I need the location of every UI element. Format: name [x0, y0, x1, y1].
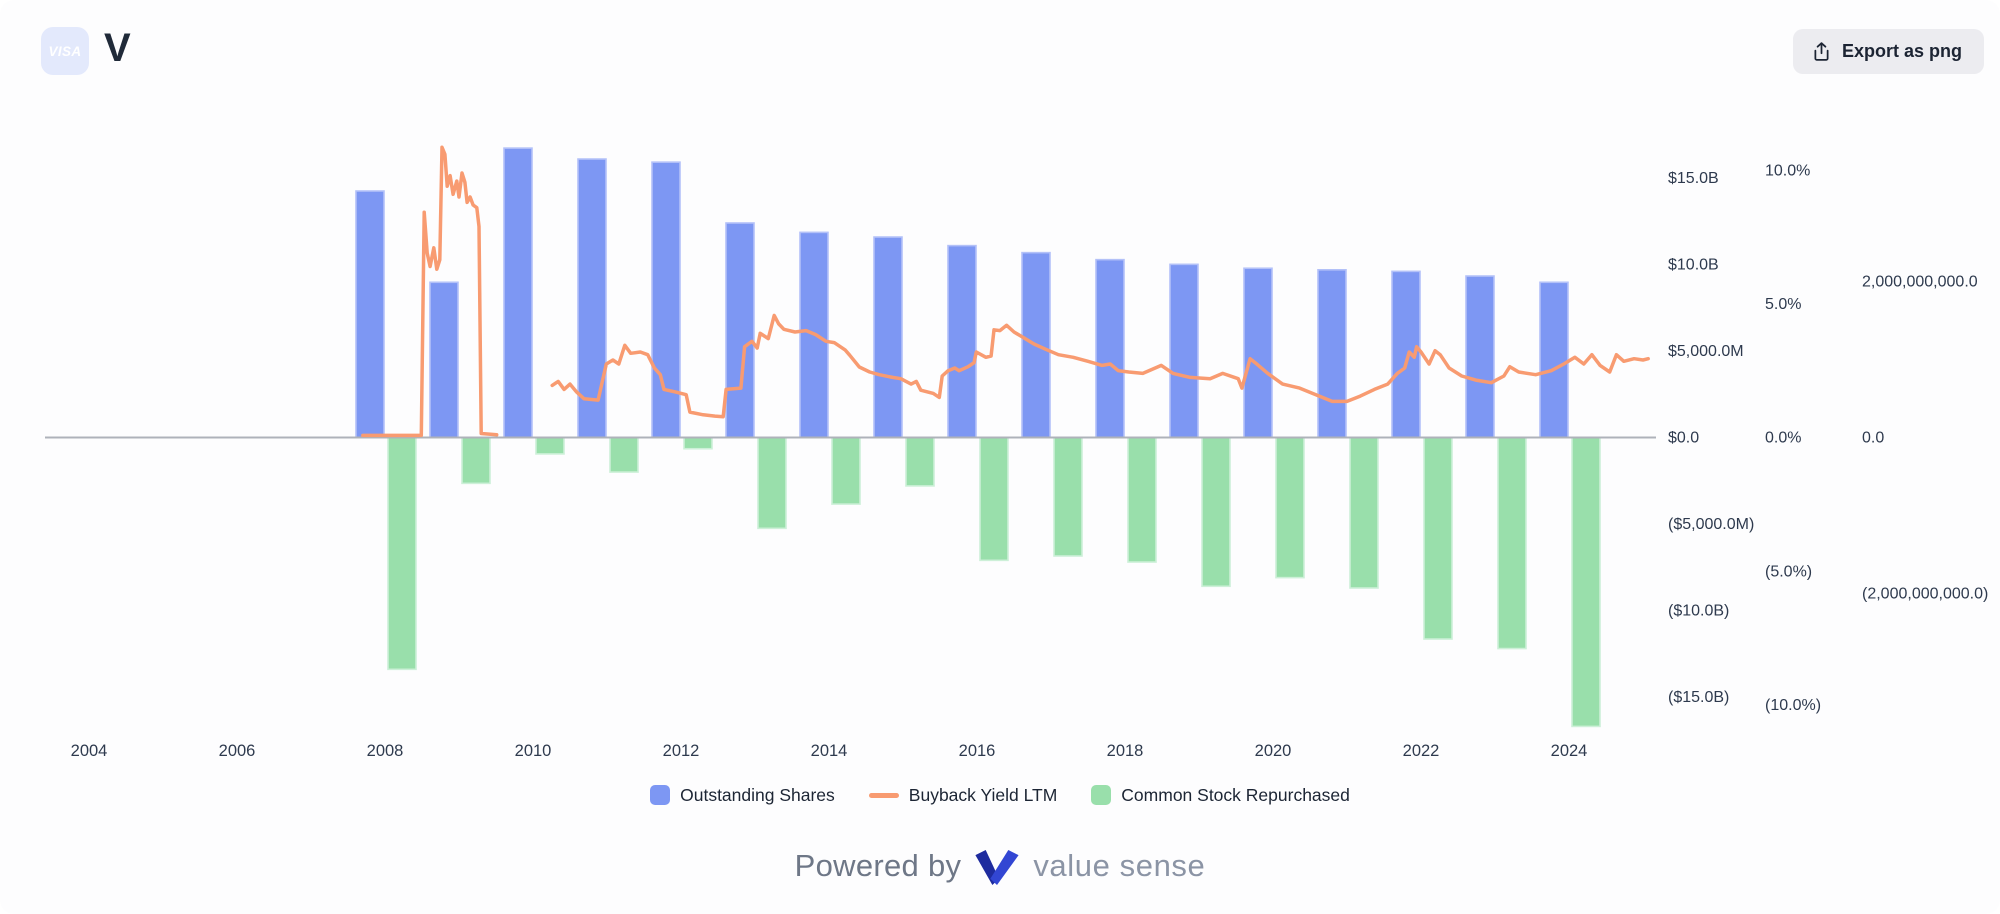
bar-outstanding-shares-2018[interactable] [1095, 258, 1125, 439]
x-axis-year-label: 2012 [663, 742, 700, 760]
axis-tick-shares: 0.0 [1862, 430, 1884, 447]
bar-common-stock-repurchased-2017[interactable] [1053, 436, 1083, 557]
orange-line-swatch-icon [868, 792, 899, 798]
axis-tick-dollars: $10.0B [1668, 257, 1719, 274]
x-axis-year-label: 2010 [515, 742, 552, 760]
value-sense-logo-icon [975, 849, 1019, 885]
axis-tick-shares: 2,000,000,000.0 [1862, 274, 1978, 291]
bar-outstanding-shares-2009[interactable] [429, 281, 459, 439]
bar-common-stock-repurchased-2014[interactable] [831, 436, 861, 505]
page-title-ticker: V [104, 25, 131, 70]
bar-common-stock-repurchased-2024[interactable] [1571, 436, 1601, 728]
axis-tick-dollars: ($5,000.0M) [1668, 516, 1754, 533]
axis-tick-dollars: ($15.0B) [1668, 689, 1729, 706]
legend-label: Common Stock Repurchased [1121, 784, 1350, 805]
green-bar-swatch-icon [1091, 785, 1112, 805]
x-axis-year-label: 2014 [811, 742, 848, 760]
bar-outstanding-shares-2023[interactable] [1465, 275, 1495, 439]
x-axis-year-label: 2020 [1255, 742, 1292, 760]
bar-outstanding-shares-2020[interactable] [1243, 267, 1273, 439]
bar-common-stock-repurchased-2009[interactable] [461, 436, 491, 485]
blue-bar-swatch-icon [650, 785, 671, 805]
bar-common-stock-repurchased-2012[interactable] [683, 436, 713, 450]
bar-common-stock-repurchased-2016[interactable] [979, 436, 1009, 562]
bar-outstanding-shares-2008[interactable] [355, 190, 385, 439]
axis-tick-percent: (10.0%) [1765, 697, 1821, 714]
header: VISA V Export as png [0, 0, 2000, 90]
bar-common-stock-repurchased-2008[interactable] [387, 436, 417, 671]
x-axis-year-label: 2024 [1551, 742, 1588, 760]
legend-label: Outstanding Shares [680, 784, 835, 805]
bar-outstanding-shares-2015[interactable] [873, 236, 903, 439]
legend-item-stock-repurchased[interactable]: Common Stock Repurchased [1091, 785, 1350, 806]
x-axis-year-label: 2016 [959, 742, 996, 760]
legend-item-buyback-yield[interactable]: Buyback Yield LTM [868, 784, 1058, 806]
bar-common-stock-repurchased-2020[interactable] [1275, 436, 1305, 579]
bar-outstanding-shares-2010[interactable] [503, 147, 533, 439]
legend-item-outstanding-shares[interactable]: Outstanding Shares [650, 785, 835, 806]
bar-common-stock-repurchased-2018[interactable] [1127, 436, 1157, 563]
export-as-png-button[interactable]: Export as png [1792, 29, 1984, 74]
axis-tick-percent: 5.0% [1765, 296, 1801, 313]
bar-outstanding-shares-2024[interactable] [1539, 281, 1569, 439]
bar-outstanding-shares-2012[interactable] [651, 161, 681, 439]
bar-outstanding-shares-2016[interactable] [947, 244, 977, 439]
axis-tick-dollars: $5,000.0M [1668, 343, 1744, 360]
visa-logo-text: VISA [48, 43, 82, 59]
bar-common-stock-repurchased-2022[interactable] [1423, 436, 1453, 640]
bar-outstanding-shares-2019[interactable] [1169, 263, 1199, 439]
x-axis-year-label: 2006 [219, 742, 256, 760]
axis-tick-dollars: ($10.0B) [1668, 603, 1729, 620]
powered-by-footer: Powered by value sense [0, 840, 2000, 892]
bar-outstanding-shares-2021[interactable] [1317, 268, 1347, 439]
bar-outstanding-shares-2013[interactable] [725, 222, 755, 439]
legend-label: Buyback Yield LTM [908, 784, 1058, 805]
axis-tick-percent: (5.0%) [1765, 563, 1812, 580]
x-axis-year-label: 2022 [1403, 742, 1440, 760]
axis-tick-percent: 10.0% [1765, 163, 1810, 180]
axis-tick-dollars: $15.0B [1668, 170, 1719, 187]
powered-by-text: Powered by [794, 848, 962, 883]
x-axis-year-label: 2004 [71, 742, 108, 760]
x-axis-year-label: 2018 [1107, 742, 1144, 760]
bar-common-stock-repurchased-2011[interactable] [609, 436, 639, 473]
axis-tick-shares: (2,000,000,000.0) [1862, 586, 1988, 603]
export-button-label: Export as png [1841, 41, 1962, 61]
chart-legend: Outstanding Shares Buyback Yield LTM Com… [0, 779, 2000, 811]
value-sense-brand-text: value sense [1033, 848, 1206, 883]
bar-common-stock-repurchased-2010[interactable] [535, 436, 565, 455]
bar-common-stock-repurchased-2019[interactable] [1201, 436, 1231, 588]
axis-tick-dollars: $0.0 [1668, 430, 1699, 447]
bar-common-stock-repurchased-2021[interactable] [1349, 436, 1379, 589]
bar-common-stock-repurchased-2023[interactable] [1497, 436, 1527, 650]
bar-common-stock-repurchased-2015[interactable] [905, 436, 935, 487]
axis-tick-percent: 0.0% [1765, 430, 1801, 447]
line-buyback-yield-ltm [361, 145, 499, 438]
line-buyback-yield-ltm [550, 313, 1650, 419]
share-export-icon [1811, 41, 1832, 62]
bar-common-stock-repurchased-2013[interactable] [757, 436, 787, 530]
visa-logo-badge: VISA [41, 27, 89, 75]
x-axis-year-label: 2008 [367, 742, 404, 760]
